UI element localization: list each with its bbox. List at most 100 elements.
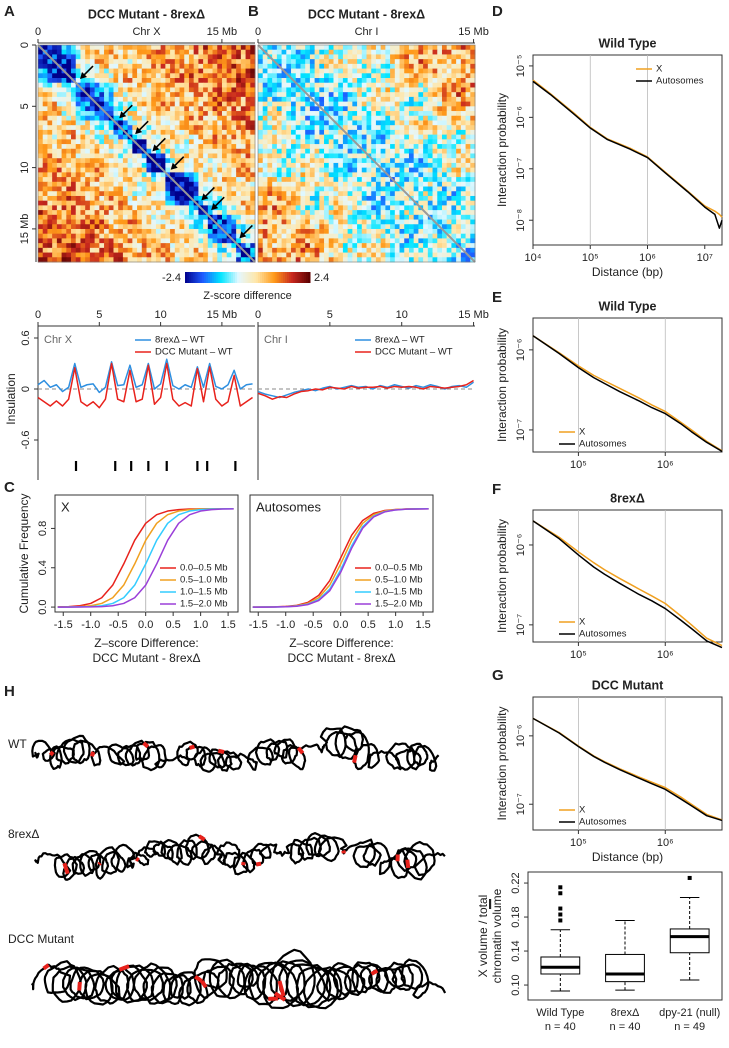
heatmap-cell xyxy=(446,129,452,136)
heatmap-cell xyxy=(193,68,199,74)
heatmap-cell xyxy=(240,73,246,79)
heatmap-cell xyxy=(404,45,410,51)
heatmap-cell xyxy=(188,200,195,206)
heatmap-cell xyxy=(188,87,195,93)
heatmap-cell xyxy=(324,177,330,183)
heatmap-cell xyxy=(42,120,48,126)
heatmap-cell xyxy=(342,247,349,253)
heatmap-cell xyxy=(38,82,44,88)
heatmap-cell xyxy=(441,219,448,225)
plot-frame xyxy=(532,317,723,453)
heatmap-cell xyxy=(276,210,282,216)
heatmap-cell xyxy=(217,120,223,126)
series-line xyxy=(57,508,234,608)
heatmap-cell xyxy=(89,172,96,178)
heatmap-cell xyxy=(451,162,457,169)
heatmap-cell xyxy=(375,233,382,239)
heatmap-cell xyxy=(267,247,273,253)
heatmap-cell xyxy=(418,219,424,225)
heatmap-cell xyxy=(207,247,213,253)
heatmap-cell xyxy=(305,181,311,187)
heatmap-cell xyxy=(240,205,246,211)
heatmap-cell xyxy=(122,96,129,103)
heatmap-cell xyxy=(262,106,268,112)
heatmap-cell xyxy=(155,243,162,249)
heatmap-cell xyxy=(221,177,228,183)
heatmap-cell xyxy=(151,177,157,183)
heatmap-cell xyxy=(451,68,457,74)
heatmap-cell xyxy=(286,54,292,60)
heatmap-cell xyxy=(305,129,311,136)
heatmap-cell xyxy=(352,214,358,220)
heatmap-cell xyxy=(75,247,81,253)
heatmap-cell xyxy=(89,219,96,225)
heatmap-cell xyxy=(418,92,424,98)
heatmap-cell xyxy=(217,111,223,117)
heatmap-cell xyxy=(314,153,320,159)
heatmap-cell xyxy=(361,195,367,202)
heatmap-cell xyxy=(258,158,264,164)
heatmap-cell xyxy=(413,120,419,126)
heatmap-cell xyxy=(207,233,213,239)
heatmap-cell xyxy=(446,158,452,164)
heatmap-cell xyxy=(217,233,223,239)
heatmap-cell xyxy=(193,111,199,117)
heatmap-cell xyxy=(465,139,471,145)
heatmap-cell xyxy=(203,125,209,131)
heatmap-cell xyxy=(94,162,100,169)
x-tick-label: 10⁵ xyxy=(570,649,587,661)
heatmap-cell xyxy=(399,238,405,244)
heatmap-cell xyxy=(300,115,306,121)
heatmap-cell xyxy=(342,252,349,258)
heatmap-cell xyxy=(375,106,382,112)
heatmap-cell xyxy=(108,200,114,206)
heatmap-cell xyxy=(236,181,242,187)
heatmap-cell xyxy=(291,200,297,206)
heatmap-cell xyxy=(319,129,325,136)
heatmap-cell xyxy=(347,148,353,154)
heatmap-cell xyxy=(42,257,48,263)
heatmap-cell xyxy=(226,238,232,244)
heatmap-cell xyxy=(276,144,282,150)
heatmap-cell xyxy=(99,210,105,216)
heatmap-cell xyxy=(281,177,287,183)
heatmap-cell xyxy=(300,73,306,79)
heatmap-cell xyxy=(207,252,213,258)
heatmap-cell xyxy=(333,125,339,131)
heatmap-cell xyxy=(437,73,443,79)
heatmap-cell xyxy=(207,63,213,69)
heatmap-cell xyxy=(305,172,311,178)
heatmap-cell xyxy=(75,177,81,183)
heatmap-cell xyxy=(413,214,419,220)
heatmap-cell xyxy=(38,257,44,263)
heatmap-cell xyxy=(85,96,91,103)
heatmap-cell xyxy=(361,45,367,51)
heatmap-cell xyxy=(361,228,367,235)
heatmap-cell xyxy=(203,153,209,159)
heatmap-cell xyxy=(366,172,372,178)
heatmap-cell xyxy=(113,153,119,159)
heatmap-cell xyxy=(75,49,81,55)
heatmap-cell xyxy=(89,167,96,173)
heatmap-cell xyxy=(170,214,176,220)
heatmap-cell xyxy=(104,96,110,103)
heatmap-cell xyxy=(85,45,91,51)
heatmap-cell xyxy=(179,228,185,235)
heatmap-cell xyxy=(42,228,48,235)
heatmap-cell xyxy=(108,125,114,131)
heatmap-cell xyxy=(47,82,53,88)
heatmap-cell xyxy=(71,63,77,69)
heatmap-cell xyxy=(342,210,349,216)
heatmap-cell xyxy=(217,125,223,131)
heatmap-cell xyxy=(236,210,242,216)
heatmap-cell xyxy=(47,158,53,164)
heatmap-cell xyxy=(413,134,419,140)
heatmap-cell xyxy=(113,144,119,150)
heatmap-cell xyxy=(179,195,185,202)
heatmap-cell xyxy=(221,224,228,230)
heatmap-cell xyxy=(56,87,62,93)
heatmap-cell xyxy=(371,125,377,131)
heatmap-cell xyxy=(446,134,452,140)
heatmap-cell xyxy=(423,214,429,220)
heatmap-cell xyxy=(127,243,133,249)
